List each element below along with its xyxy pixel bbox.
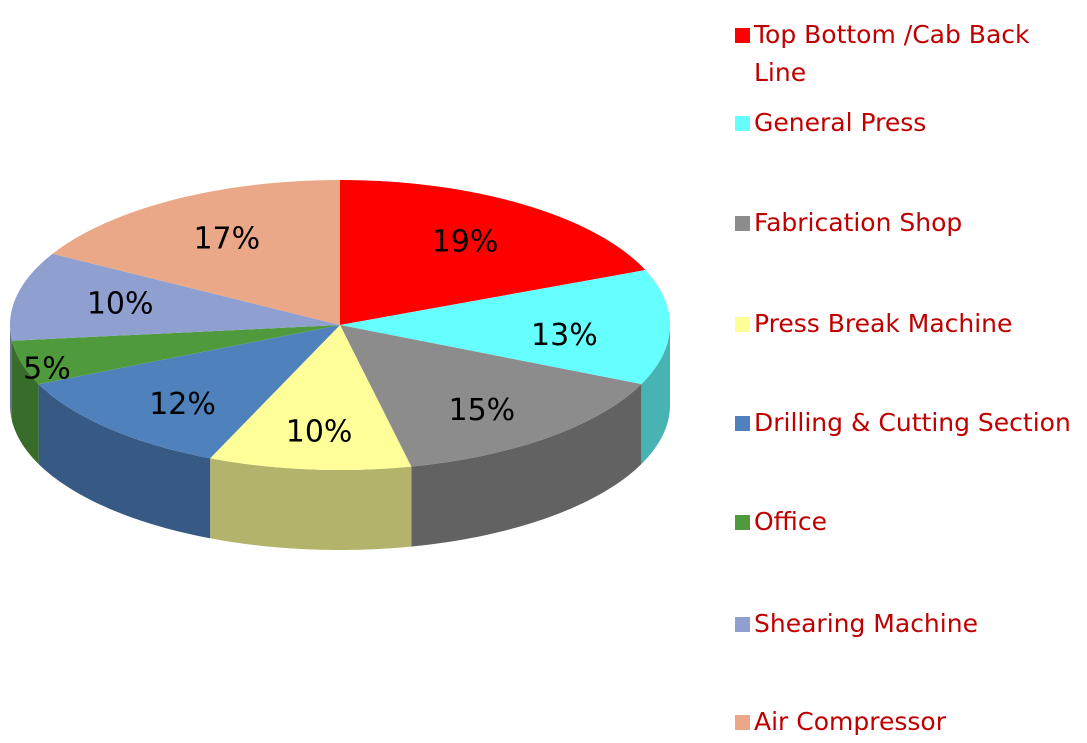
legend-swatch [735,715,750,730]
data-label: 10% [87,287,154,322]
legend-swatch [735,28,750,43]
legend-label: Air Compressor [754,707,946,736]
legend-swatch [735,216,750,231]
legend-item: Fabrication Shop [735,204,1080,242]
legend-swatch [735,116,750,131]
legend-item: Office [735,503,1080,541]
slice [210,325,412,470]
slice [38,325,341,459]
legend-label: Office [754,507,827,536]
legend-label: Fabrication Shop [754,208,963,237]
legend-item: Press Break Machine [735,305,1080,343]
legend-item: Top Bottom /Cab Back Line [735,16,1080,92]
slice-side [641,325,670,465]
legend-swatch [735,317,750,332]
legend-label: Drilling & Cutting Section [754,408,1071,437]
slice-side [38,384,211,539]
data-label: 12% [149,387,216,422]
slice-side [210,458,412,550]
slice [340,180,646,325]
slice [340,325,642,467]
legend-label: General Press [754,108,927,137]
slice-side [11,340,39,465]
legend-item: General Press [735,104,1080,142]
slice [340,270,670,385]
legend-swatch [735,515,750,530]
legend-item: Drilling & Cutting Section [735,404,1080,442]
data-label: 13% [531,318,598,353]
slice [11,325,341,385]
slice-side [10,325,12,421]
legend-swatch [735,416,750,431]
data-label: 15% [449,393,516,428]
legend-item: Air Compressor [735,703,1080,741]
data-label: 5% [23,351,71,386]
legend-swatch [735,617,750,632]
slice [52,180,341,325]
slice-side [411,384,642,547]
legend-label: Shearing Machine [754,609,978,638]
legend-label: Press Break Machine [754,309,1013,338]
data-label: 19% [432,225,499,260]
legend-label: Top Bottom /Cab Back Line [754,20,1030,87]
data-label: 17% [193,221,260,256]
slice [10,253,341,341]
legend-item: Shearing Machine [735,605,1080,643]
data-label: 10% [286,415,353,450]
